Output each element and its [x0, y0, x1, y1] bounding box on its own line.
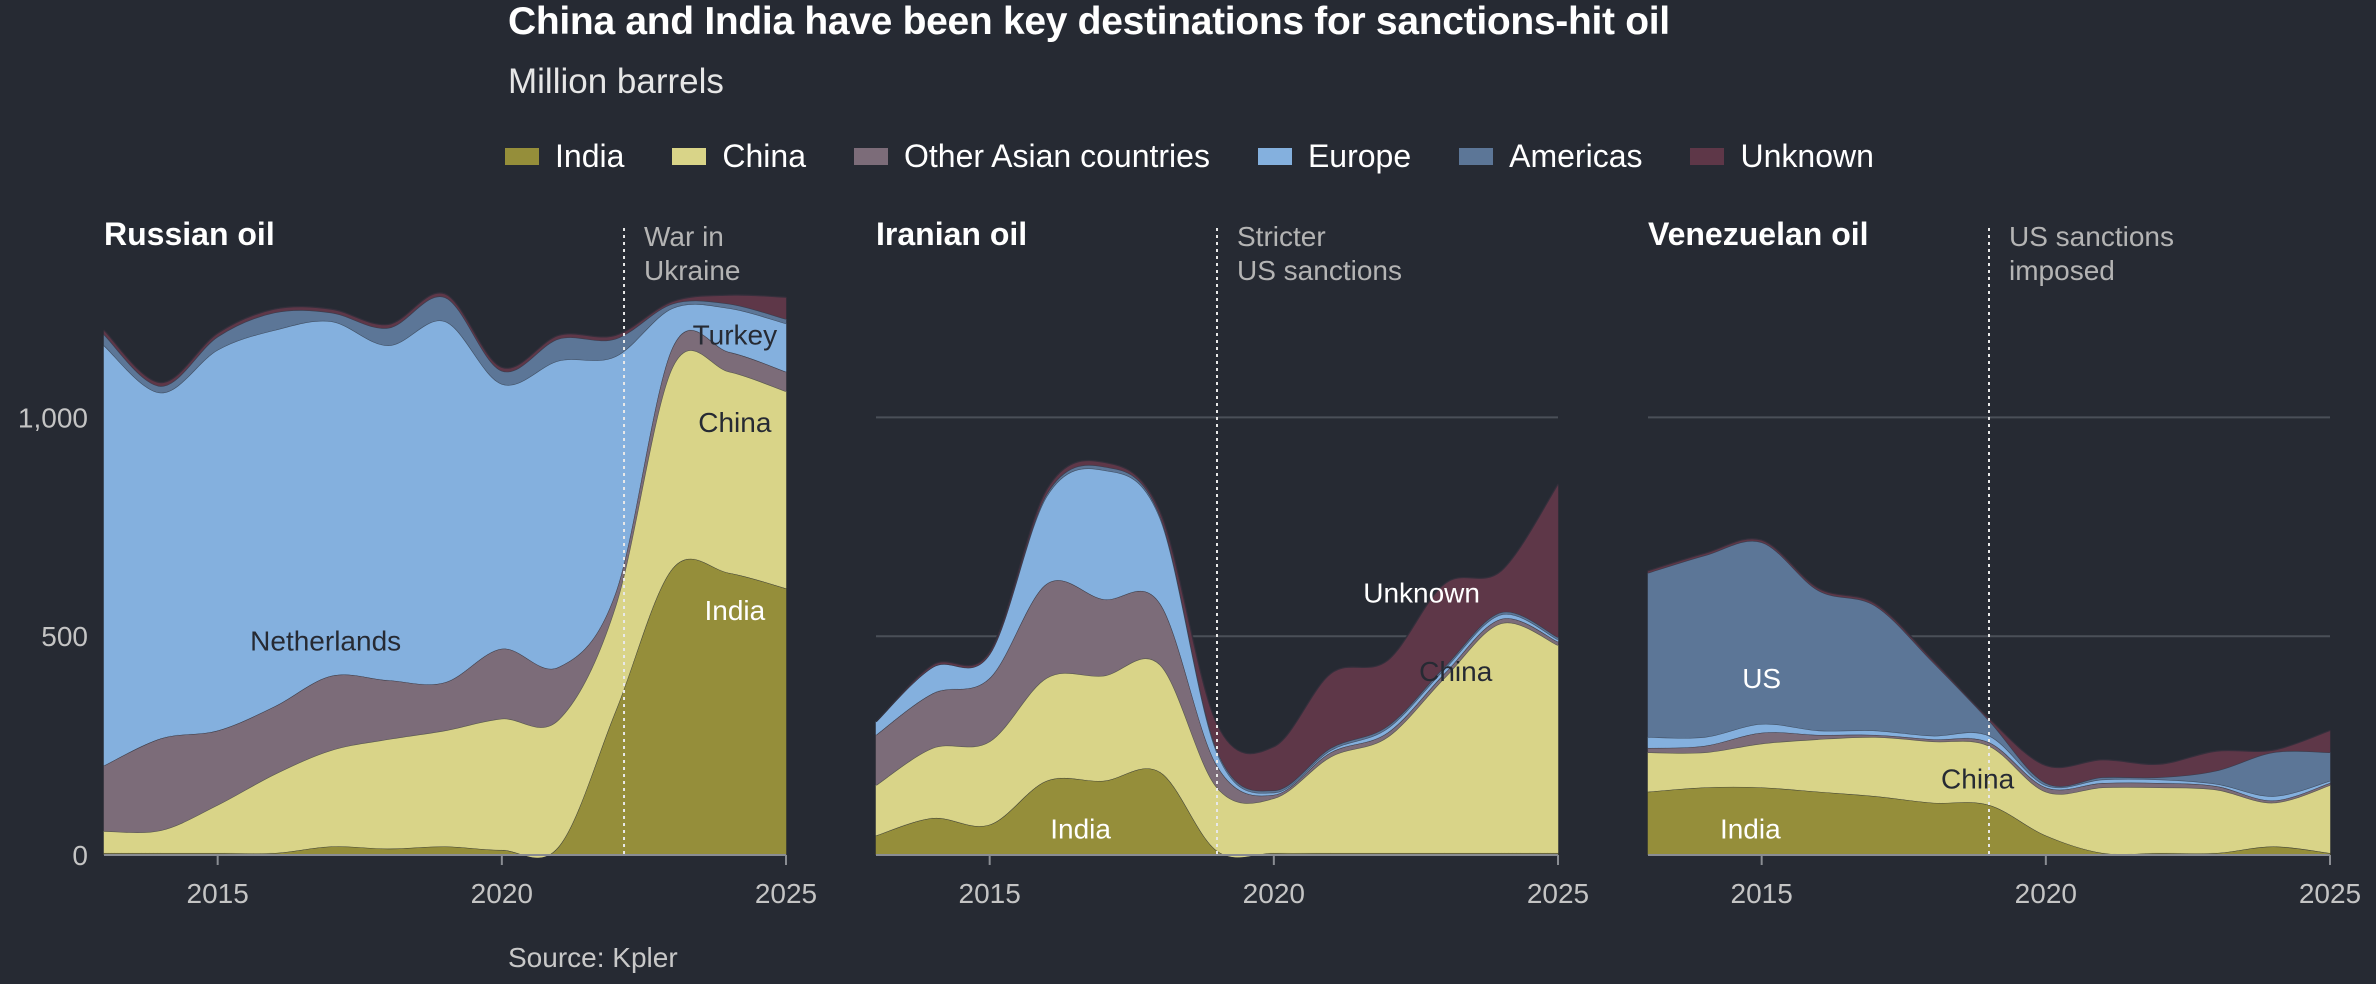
event-annotation: US sanctions	[2009, 221, 2174, 252]
legend-label-india: India	[555, 137, 625, 174]
legend-item-unknown: Unknown	[1690, 137, 1874, 175]
x-tick-label: 2020	[1243, 878, 1305, 909]
y-tick-label: 0	[72, 840, 88, 871]
legend-item-americas: Americas	[1459, 138, 1642, 175]
panel-russian-oil: 2015 2020 2025 0 500 1,000 Russian oil War inUk…	[18, 216, 817, 909]
x-tick-label: 2020	[2015, 878, 2077, 909]
chart-title: China and India have been key destinatio…	[508, 0, 1670, 43]
event-annotation: Stricter	[1237, 221, 1326, 252]
legend-item-china: China	[672, 138, 806, 175]
panel-venezuelan-oil: 2015 2020 2025 Venezuelan oil US sanctionsim…	[1647, 216, 2361, 909]
series-label-india: India	[704, 595, 765, 626]
legend: India China Other Asian countries Europe…	[505, 136, 1922, 176]
legend-label-other-asian: Other Asian countries	[904, 137, 1210, 174]
event-annotation: War in	[644, 221, 724, 252]
x-tick-label: 2015	[959, 878, 1021, 909]
x-tick-label: 2025	[1527, 878, 1589, 909]
legend-label-europe: Europe	[1307, 137, 1412, 174]
legend-label-americas: Americas	[1509, 137, 1643, 174]
legend-swatch-china	[672, 147, 707, 165]
legend-swatch-other-asian	[854, 147, 888, 165]
x-tick-label: 2020	[471, 878, 533, 909]
boundary-venezuelan-oil-unknown	[1647, 537, 2331, 769]
series-label-unknown: Unknown	[1363, 577, 1480, 608]
y-tick-label: 1,000	[18, 402, 88, 433]
event-annotation: US sanctions	[1237, 255, 1402, 286]
legend-swatch-europe	[1257, 147, 1292, 165]
event-annotation: Ukraine	[644, 255, 740, 286]
source-note: Source: Kpler	[508, 942, 678, 973]
series-label-india: India	[1050, 814, 1111, 845]
legend-label-unknown: Unknown	[1740, 137, 1874, 174]
series-label-china: China	[1941, 763, 2015, 794]
boundary-iranian-oil-unknown	[875, 459, 1559, 755]
legend-item-india: India	[505, 138, 624, 175]
x-tick-label: 2015	[187, 878, 249, 909]
x-tick-label: 2025	[2299, 878, 2361, 909]
event-annotation: imposed	[2009, 255, 2115, 286]
panel-title-venezuelan-oil: Venezuelan oil	[1648, 216, 1869, 252]
series-label-netherlands: Netherlands	[250, 626, 401, 657]
legend-label-china: China	[722, 137, 806, 174]
legend-swatch-india	[505, 147, 539, 165]
panel-title-russian-oil: Russian oil	[104, 216, 275, 252]
series-label-india: India	[1720, 814, 1781, 845]
legend-item-other-asian: Other Asian countries	[854, 138, 1210, 175]
x-tick-label: 2025	[755, 878, 817, 909]
series-label-china: China	[1419, 656, 1493, 687]
legend-swatch-unknown	[1690, 147, 1725, 165]
panel-title-iranian-oil: Iranian oil	[876, 216, 1027, 252]
series-label-turkey: Turkey	[693, 319, 778, 350]
x-tick-label: 2015	[1731, 878, 1793, 909]
series-label-us: US	[1742, 663, 1781, 694]
legend-swatch-americas	[1459, 147, 1494, 165]
chart-subtitle: Million barrels	[508, 62, 724, 101]
boundary-russian-oil-unknown	[103, 291, 787, 384]
legend-item-europe: Europe	[1257, 137, 1412, 175]
y-tick-label: 500	[41, 621, 88, 652]
series-label-china: China	[698, 407, 772, 438]
